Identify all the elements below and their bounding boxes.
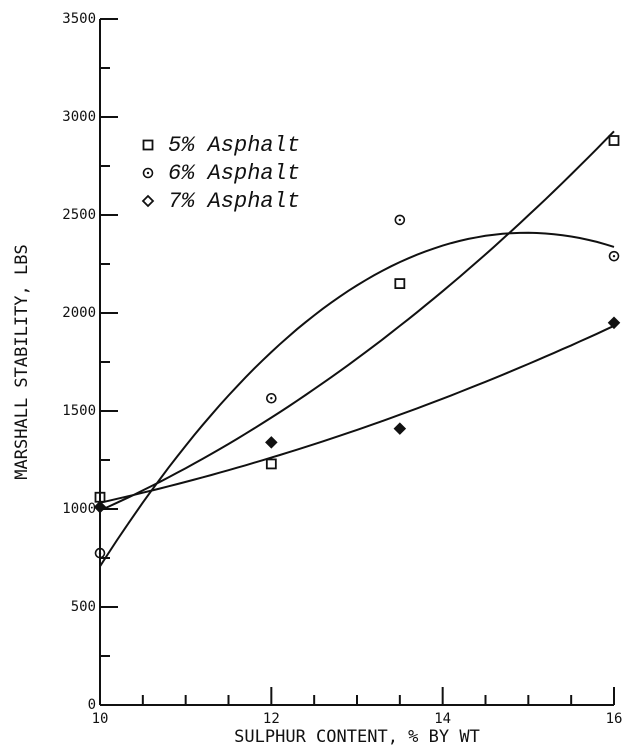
fit-curve: [99, 130, 615, 512]
y-tick-label: 500: [71, 599, 96, 615]
fit-curve: [99, 231, 615, 567]
point: [394, 214, 406, 226]
point: [93, 500, 107, 514]
y-tick-label: 2500: [62, 207, 96, 223]
y-tick-label: 0: [88, 697, 96, 713]
point: [266, 392, 277, 404]
fit-curve: [99, 324, 615, 504]
y-axis-title: MARSHALL STABILITY, LBS: [12, 244, 32, 479]
point: [142, 139, 154, 151]
y-tick-label: 2000: [62, 305, 96, 321]
x-tick-label: 14: [434, 711, 451, 727]
x-tick-label: 16: [606, 711, 623, 727]
point: [265, 436, 278, 449]
x-tick-label: 10: [92, 711, 109, 727]
point-dot: [270, 397, 273, 400]
y-tick-label: 3500: [62, 11, 96, 27]
point: [607, 316, 621, 330]
point: [141, 194, 155, 208]
point-dot: [146, 171, 150, 175]
x-axis-title: SULPHUR CONTENT, % BY WT: [234, 727, 480, 747]
point-dot: [98, 551, 102, 555]
y-tick-label: 3000: [62, 109, 96, 125]
y-tick-label: 1500: [62, 403, 96, 419]
y-tick-label: 1000: [62, 501, 96, 517]
point-dot: [398, 218, 402, 222]
point: [265, 458, 277, 470]
point: [394, 278, 406, 290]
legend-label: 5% Asphalt: [168, 133, 300, 158]
legend-label: 6% Asphalt: [168, 161, 300, 186]
legend-label: 7% Asphalt: [168, 189, 300, 214]
point: [608, 135, 620, 146]
point: [94, 547, 106, 559]
point: [393, 422, 407, 435]
point: [608, 250, 620, 262]
point: [142, 167, 154, 179]
x-tick-label: 12: [263, 711, 280, 727]
point-dot: [612, 254, 616, 258]
